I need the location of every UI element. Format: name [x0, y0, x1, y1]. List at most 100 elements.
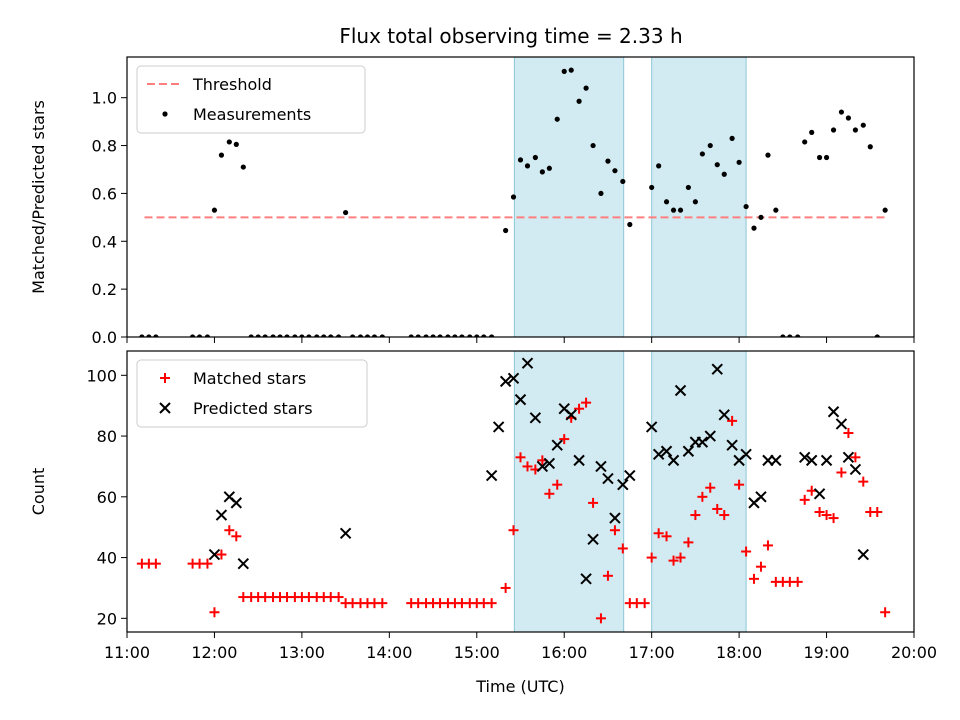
measurement-point	[262, 334, 268, 337]
measurement-point	[459, 334, 465, 337]
matched-star-point	[814, 507, 825, 518]
matched-star-point	[150, 558, 161, 569]
predicted-star-point	[587, 533, 599, 546]
matched-star-point	[668, 555, 679, 566]
measurement-point	[204, 334, 211, 337]
matched-star-point	[544, 488, 555, 499]
measurement-point	[430, 334, 436, 337]
x-b	[492, 421, 505, 433]
legend-label: Matched stars	[193, 369, 306, 388]
legend-label: Predicted stars	[193, 399, 313, 418]
x-tick-label: 12:00	[191, 643, 237, 662]
matched-star-point	[675, 552, 686, 563]
axes-frame	[126, 350, 915, 633]
x-b	[558, 403, 570, 415]
measurement-point	[561, 68, 567, 74]
y-tick-label: 100	[86, 366, 117, 385]
matched-star-point	[661, 531, 672, 542]
measurement-point	[787, 334, 793, 337]
chart-title: Flux total observing time = 2.33 h	[339, 24, 682, 48]
measurement-point	[371, 334, 378, 337]
x-b	[230, 497, 243, 509]
predicted-star-point	[573, 454, 585, 467]
measurement-point	[248, 334, 254, 337]
x-b	[602, 472, 614, 485]
measurement-point	[292, 334, 298, 337]
measurement-point	[503, 227, 509, 234]
x-b	[696, 436, 709, 448]
predicted-star-point	[682, 445, 695, 457]
predicted-star-point	[842, 451, 855, 464]
matched-star-point	[617, 543, 628, 554]
matched-star-point	[705, 482, 716, 493]
x-b	[499, 375, 512, 388]
matched-star-point	[588, 497, 599, 508]
measurement-point	[758, 214, 764, 220]
predicted-star-point	[667, 454, 680, 467]
predicted-star-point	[805, 454, 818, 467]
y-tick-label: 0.0	[92, 328, 117, 347]
matched-star-point	[224, 525, 235, 536]
matched-star-point	[653, 528, 664, 539]
measurement-point	[350, 334, 356, 337]
x-b	[543, 457, 556, 470]
measurement-point	[489, 334, 495, 337]
x-b	[565, 409, 577, 421]
matched-star-point	[741, 546, 752, 557]
x-b	[849, 463, 862, 476]
measurement-point	[598, 190, 604, 197]
predicted-star-point	[820, 454, 833, 467]
predicted-star-point	[595, 460, 607, 473]
predicted-star-point	[849, 463, 862, 476]
x-b	[609, 512, 621, 524]
predicted-star-point	[237, 557, 250, 570]
matched-star-point	[216, 549, 227, 560]
predicted-star-point	[624, 469, 636, 482]
matched-star-point	[602, 570, 613, 581]
x-b	[339, 527, 352, 539]
x-b	[514, 393, 527, 406]
y-tick-label: 80	[97, 427, 117, 446]
measurement-point	[707, 142, 713, 149]
predicted-star-point	[529, 412, 542, 424]
x-b	[872, 674, 882, 684]
x-tick-label: 17:00	[629, 643, 675, 662]
predicted-star-point	[880, 674, 890, 684]
measurement-point	[692, 199, 698, 205]
x-b	[798, 451, 811, 464]
predicted-star-point	[215, 509, 228, 521]
measurement-point	[517, 157, 524, 163]
predicted-star-point	[602, 472, 614, 485]
matched-star-point	[377, 598, 388, 609]
measurement-point	[226, 139, 232, 145]
predicted-star-point	[718, 409, 730, 421]
measurement-point	[590, 142, 596, 149]
matched-star-point	[697, 491, 708, 502]
matched-star-point	[559, 434, 570, 445]
x-b	[595, 460, 607, 473]
matched-star-point	[500, 582, 511, 593]
x-b	[223, 491, 236, 503]
y-tick-label: 60	[97, 488, 117, 507]
matched-star-point	[712, 503, 723, 514]
matched-star-point	[850, 452, 861, 463]
predicted-star-point	[499, 375, 512, 388]
y-tick-label: 1.0	[92, 89, 117, 108]
y-tick-label: 0.4	[92, 232, 117, 251]
measurement-point	[189, 334, 196, 337]
predicted-star-point	[755, 491, 767, 503]
legend-box	[136, 65, 366, 134]
measurement-point	[729, 135, 735, 141]
matched-star-point	[821, 510, 832, 521]
measurement-point	[663, 199, 670, 205]
matched-star-point	[581, 397, 592, 408]
x-b	[617, 478, 629, 491]
matched-star-point	[515, 452, 526, 463]
x-b	[587, 533, 599, 546]
x-b	[865, 674, 875, 684]
predicted-star-point	[857, 548, 869, 561]
x-tick-label: 11:00	[104, 643, 150, 662]
shaded-interval-1	[513, 350, 625, 633]
predicted-star-point	[543, 457, 556, 470]
